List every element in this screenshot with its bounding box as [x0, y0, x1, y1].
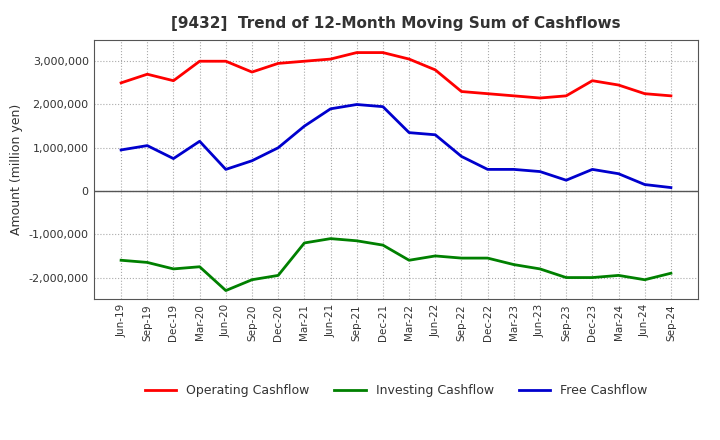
Operating Cashflow: [614, 82, 623, 88]
Free Cashflow: [300, 124, 309, 129]
Operating Cashflow: [562, 93, 570, 99]
Investing Cashflow: [431, 253, 440, 259]
Operating Cashflow: [248, 70, 256, 75]
Free Cashflow: [248, 158, 256, 163]
Free Cashflow: [510, 167, 518, 172]
Free Cashflow: [405, 130, 413, 135]
Operating Cashflow: [195, 59, 204, 64]
Y-axis label: Amount (million yen): Amount (million yen): [10, 104, 23, 235]
Operating Cashflow: [352, 50, 361, 55]
Free Cashflow: [379, 104, 387, 109]
Investing Cashflow: [326, 236, 335, 241]
Operating Cashflow: [483, 91, 492, 96]
Free Cashflow: [195, 139, 204, 144]
Investing Cashflow: [588, 275, 597, 280]
Line: Investing Cashflow: Investing Cashflow: [121, 238, 671, 290]
Investing Cashflow: [405, 258, 413, 263]
Operating Cashflow: [274, 61, 282, 66]
Free Cashflow: [352, 102, 361, 107]
Free Cashflow: [222, 167, 230, 172]
Operating Cashflow: [117, 80, 125, 85]
Operating Cashflow: [431, 67, 440, 73]
Operating Cashflow: [379, 50, 387, 55]
Investing Cashflow: [483, 256, 492, 261]
Investing Cashflow: [169, 266, 178, 271]
Free Cashflow: [614, 171, 623, 176]
Investing Cashflow: [352, 238, 361, 243]
Investing Cashflow: [667, 271, 675, 276]
Operating Cashflow: [143, 72, 152, 77]
Investing Cashflow: [562, 275, 570, 280]
Free Cashflow: [457, 154, 466, 159]
Free Cashflow: [143, 143, 152, 148]
Free Cashflow: [326, 106, 335, 111]
Free Cashflow: [640, 182, 649, 187]
Operating Cashflow: [667, 93, 675, 99]
Investing Cashflow: [195, 264, 204, 269]
Free Cashflow: [431, 132, 440, 137]
Free Cashflow: [588, 167, 597, 172]
Operating Cashflow: [405, 56, 413, 62]
Operating Cashflow: [510, 93, 518, 99]
Investing Cashflow: [457, 256, 466, 261]
Operating Cashflow: [222, 59, 230, 64]
Free Cashflow: [536, 169, 544, 174]
Legend: Operating Cashflow, Investing Cashflow, Free Cashflow: Operating Cashflow, Investing Cashflow, …: [140, 379, 652, 402]
Free Cashflow: [667, 185, 675, 190]
Free Cashflow: [483, 167, 492, 172]
Title: [9432]  Trend of 12-Month Moving Sum of Cashflows: [9432] Trend of 12-Month Moving Sum of C…: [171, 16, 621, 32]
Investing Cashflow: [379, 242, 387, 248]
Investing Cashflow: [300, 240, 309, 246]
Free Cashflow: [562, 178, 570, 183]
Free Cashflow: [117, 147, 125, 153]
Operating Cashflow: [457, 89, 466, 94]
Investing Cashflow: [536, 266, 544, 271]
Investing Cashflow: [222, 288, 230, 293]
Operating Cashflow: [536, 95, 544, 101]
Investing Cashflow: [614, 273, 623, 278]
Investing Cashflow: [143, 260, 152, 265]
Operating Cashflow: [588, 78, 597, 83]
Investing Cashflow: [248, 277, 256, 282]
Line: Operating Cashflow: Operating Cashflow: [121, 52, 671, 98]
Free Cashflow: [169, 156, 178, 161]
Line: Free Cashflow: Free Cashflow: [121, 104, 671, 187]
Operating Cashflow: [326, 56, 335, 62]
Investing Cashflow: [510, 262, 518, 267]
Free Cashflow: [274, 145, 282, 150]
Investing Cashflow: [117, 258, 125, 263]
Operating Cashflow: [300, 59, 309, 64]
Operating Cashflow: [169, 78, 178, 83]
Investing Cashflow: [640, 277, 649, 282]
Operating Cashflow: [640, 91, 649, 96]
Investing Cashflow: [274, 273, 282, 278]
